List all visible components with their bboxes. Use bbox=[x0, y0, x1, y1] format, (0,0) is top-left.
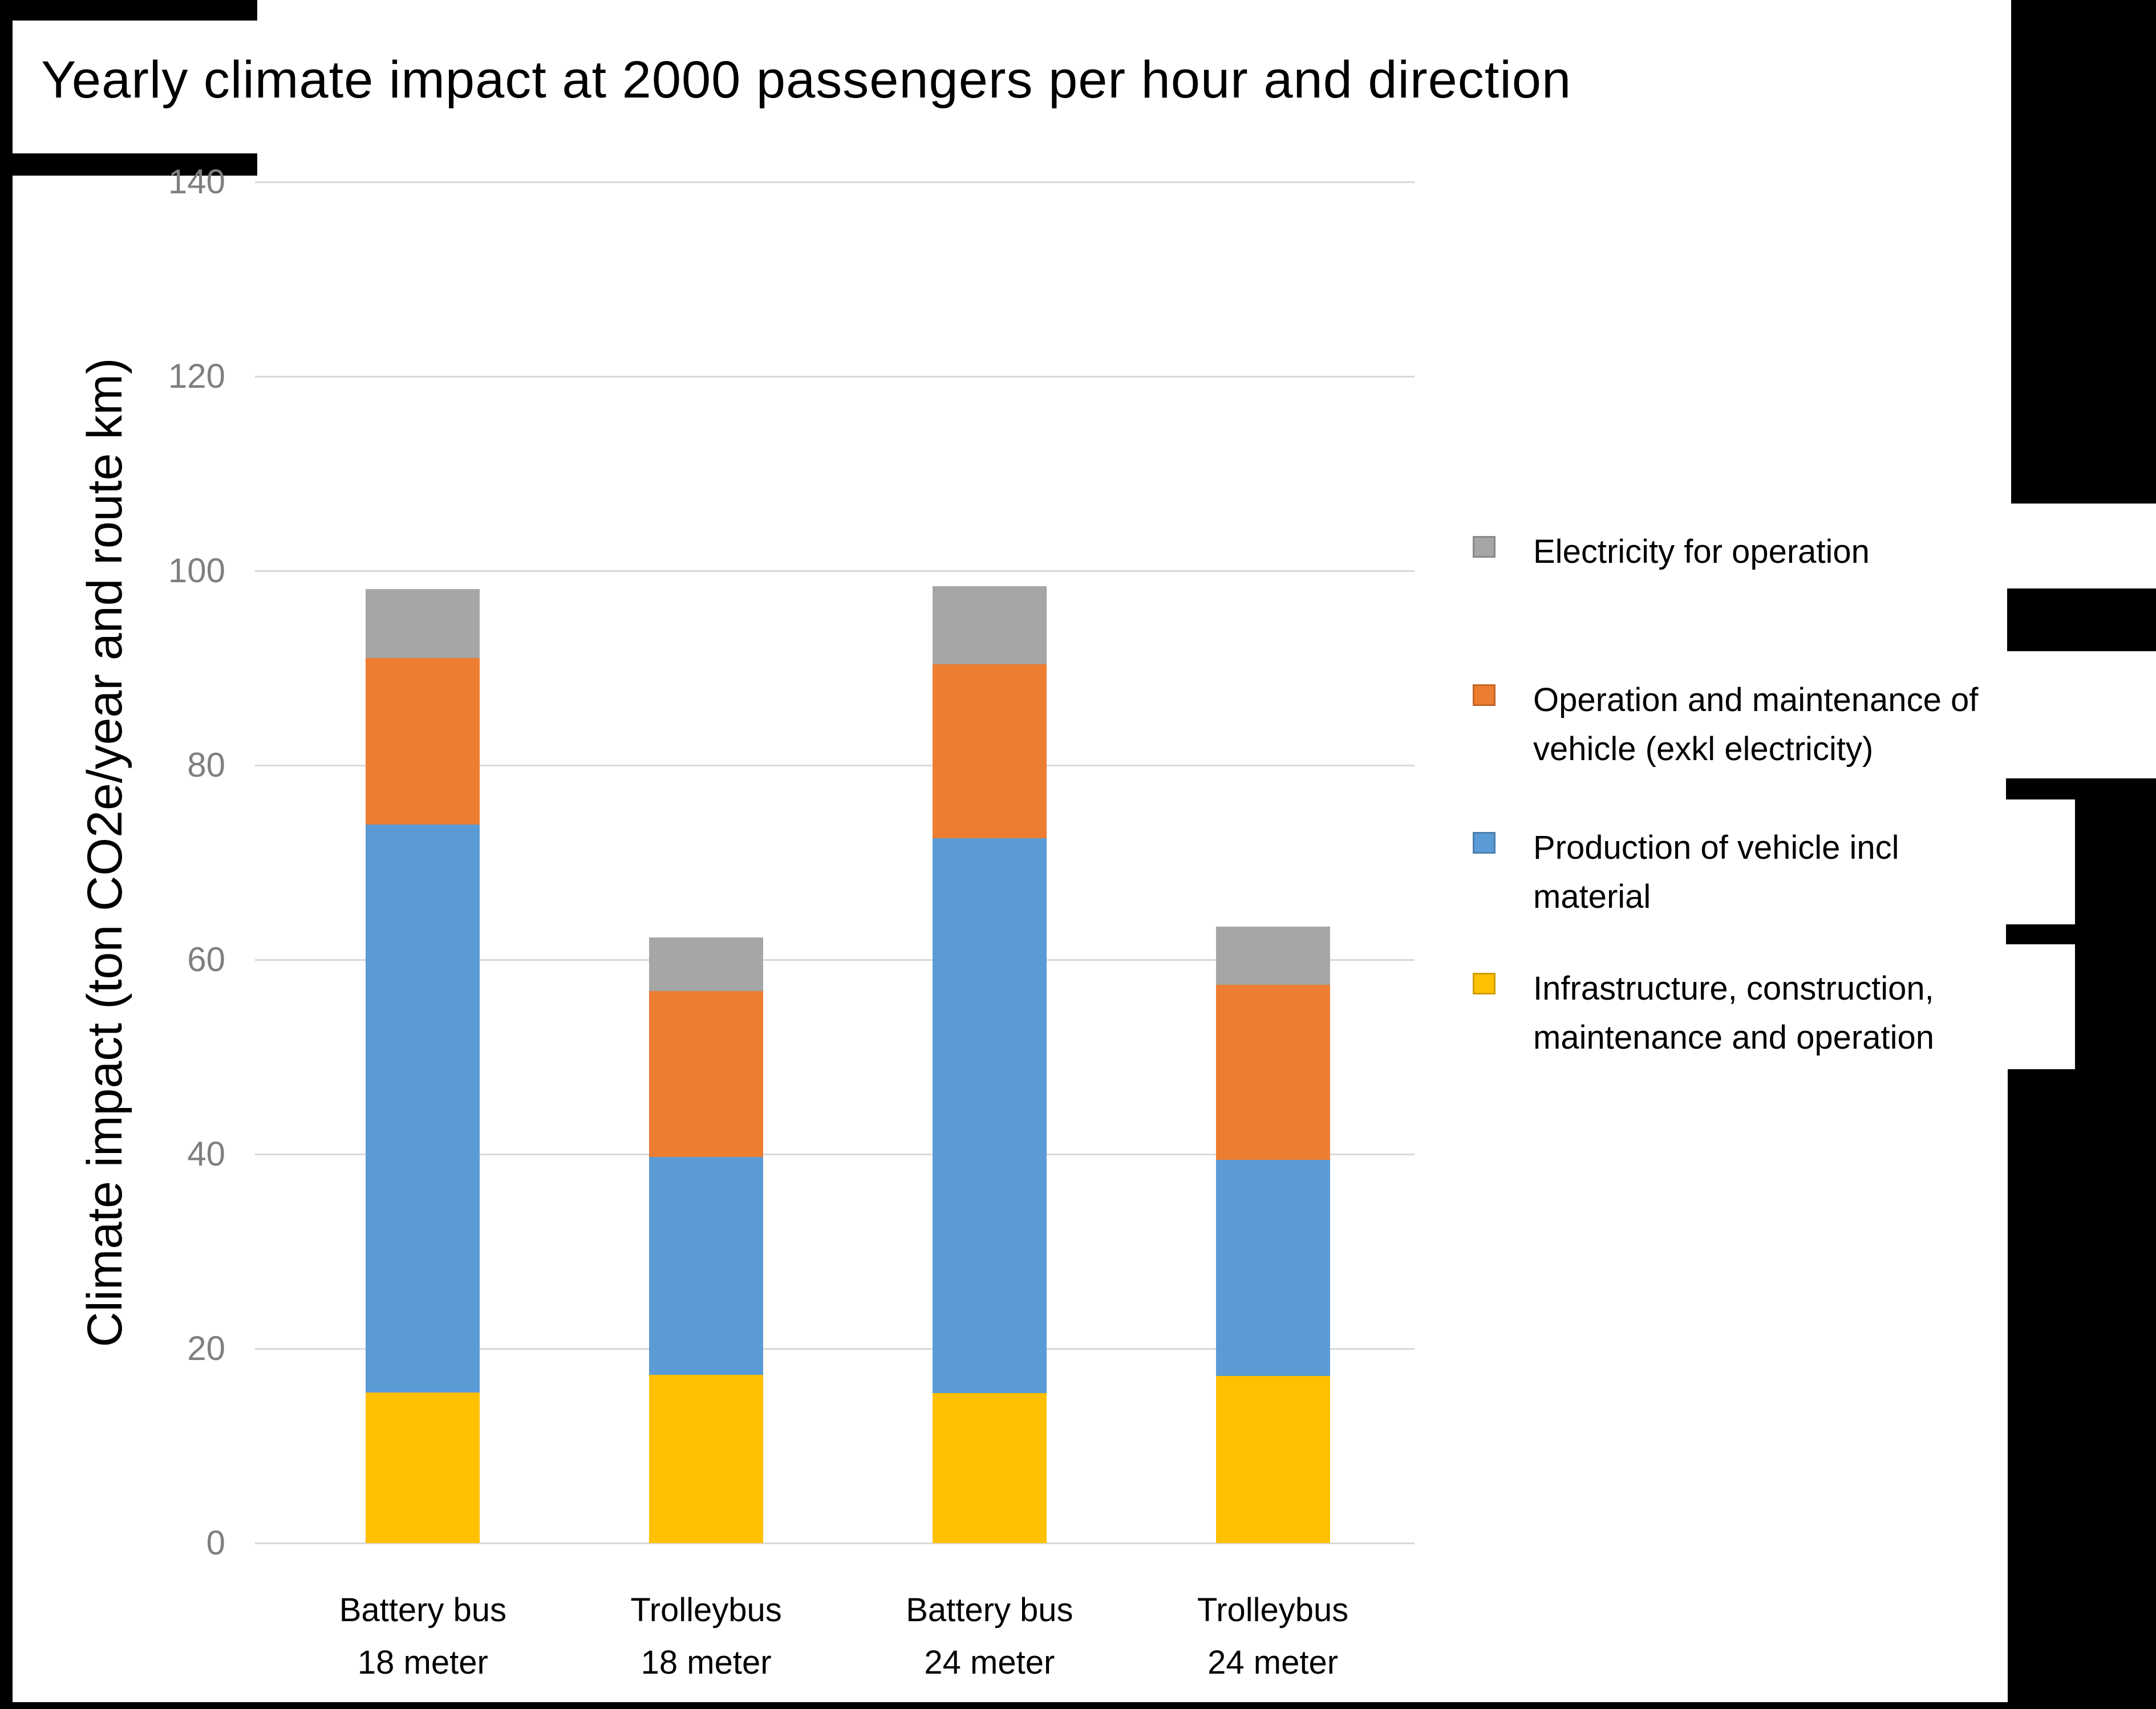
y-tick-label-100: 100 bbox=[168, 551, 225, 590]
category-label-battery-bus-24-meter: Battery bus 24 meter bbox=[830, 1584, 1149, 1689]
bar-segment-operation-and-maintenance-of-vehicle-exkl-electricity bbox=[366, 658, 480, 825]
bar-segment-infrastructure-construction-maintenance-and-operation bbox=[932, 1393, 1047, 1543]
legend-label-line: Electricity for operation bbox=[1533, 533, 1870, 570]
y-tick-label-80: 80 bbox=[187, 746, 225, 784]
category-label-battery-bus-18-meter: Battery bus 18 meter bbox=[263, 1584, 582, 1689]
category-label-line: Battery bus bbox=[906, 1592, 1073, 1629]
black-frame-left-strip bbox=[0, 21, 13, 1702]
bar-segment-electricity-for-operation bbox=[366, 589, 480, 659]
legend-label-line: maintenance and operation bbox=[1533, 1019, 1934, 1056]
bar-segment-infrastructure-construction-maintenance-and-operation bbox=[366, 1392, 480, 1543]
bar-trolleybus-18-meter bbox=[649, 0, 764, 1543]
legend-color-swatch-operation-and-maintenance-of bbox=[1473, 684, 1496, 706]
category-label-trolleybus-18-meter: Trolleybus 18 meter bbox=[546, 1584, 866, 1689]
category-label-line: Trolleybus bbox=[630, 1592, 782, 1629]
black-frame-right-top-rect bbox=[2011, 0, 2156, 504]
gridline-120 bbox=[255, 376, 1415, 377]
bar-segment-infrastructure-construction-maintenance-and-operation bbox=[649, 1375, 764, 1543]
legend-label-line: Infrastructure, construction, bbox=[1533, 970, 1934, 1007]
bar-segment-production-of-vehicle-incl-material bbox=[649, 1157, 764, 1375]
gridline-20 bbox=[255, 1348, 1415, 1350]
legend-color-swatch-infrastructure-construction bbox=[1473, 973, 1496, 994]
bar-segment-production-of-vehicle-incl-material bbox=[1215, 1160, 1330, 1376]
gridline-40 bbox=[255, 1154, 1415, 1155]
black-frame-right-band-1 bbox=[2007, 588, 2156, 651]
legend-label-line: vehicle (exkl electricity) bbox=[1533, 730, 1874, 768]
bar-trolleybus-24-meter bbox=[1215, 0, 1330, 1543]
legend-label-line: Production of vehicle incl bbox=[1533, 829, 1899, 866]
gridline-140 bbox=[255, 181, 1415, 183]
category-label-line: 24 meter bbox=[1207, 1644, 1339, 1681]
category-label-line: 24 meter bbox=[924, 1644, 1055, 1681]
legend-color-swatch-electricity-for-operation bbox=[1473, 536, 1496, 558]
black-frame-right-band-3 bbox=[2006, 924, 2156, 944]
y-tick-label-140: 140 bbox=[168, 163, 225, 201]
legend-item-label-operation-and-maintenance-of: Operation and maintenance of vehicle (exk… bbox=[1533, 676, 1978, 774]
bar-segment-operation-and-maintenance-of-vehicle-exkl-electricity bbox=[1215, 985, 1330, 1160]
gridline-80 bbox=[255, 765, 1415, 766]
category-label-line: Trolleybus bbox=[1197, 1592, 1349, 1629]
bar-segment-production-of-vehicle-incl-material bbox=[932, 838, 1047, 1394]
gridline-0 bbox=[255, 1542, 1415, 1544]
legend-color-swatch-production-of-vehicle-incl bbox=[1473, 832, 1496, 854]
black-frame-bottom-strip bbox=[0, 1702, 2156, 1709]
bar-segment-electricity-for-operation bbox=[649, 937, 764, 991]
legend-label-line: Operation and maintenance of bbox=[1533, 681, 1979, 718]
y-tick-label-20: 20 bbox=[187, 1329, 225, 1367]
bar-battery-bus-18-meter bbox=[366, 0, 480, 1543]
black-frame-right-column-2 bbox=[2075, 944, 2156, 1069]
chart-title: Yearly climate impact at 2000 passengers… bbox=[41, 51, 1572, 109]
y-tick-label-40: 40 bbox=[187, 1135, 225, 1173]
bar-segment-infrastructure-construction-maintenance-and-operation bbox=[1215, 1375, 1330, 1543]
y-tick-label-120: 120 bbox=[168, 357, 225, 395]
category-label-line: 18 meter bbox=[641, 1644, 772, 1681]
y-axis-title: Climate impact (ton CO2e/year and route … bbox=[78, 358, 132, 1347]
black-frame-under-title-bar bbox=[13, 153, 257, 176]
gridline-60 bbox=[255, 959, 1415, 961]
black-frame-right-bottom-rect bbox=[2008, 1069, 2156, 1702]
bar-segment-electricity-for-operation bbox=[932, 586, 1047, 664]
legend-item-label-infrastructure-construction: Infrastructure, construction, maintenance… bbox=[1533, 964, 1934, 1062]
bar-segment-production-of-vehicle-incl-material bbox=[366, 825, 480, 1393]
bar-battery-bus-24-meter bbox=[932, 0, 1047, 1543]
black-frame-top-left-bar bbox=[0, 0, 257, 21]
legend-label-line: material bbox=[1533, 878, 1651, 915]
y-tick-label-60: 60 bbox=[187, 940, 225, 979]
gridline-100 bbox=[255, 570, 1415, 572]
category-label-line: 18 meter bbox=[357, 1644, 488, 1681]
legend-item-label-electricity-for-operation: Electricity for operation bbox=[1533, 527, 1870, 577]
bar-segment-operation-and-maintenance-of-vehicle-exkl-electricity bbox=[932, 664, 1047, 838]
y-tick-label-0: 0 bbox=[206, 1524, 225, 1562]
legend-item-label-production-of-vehicle-incl: Production of vehicle incl material bbox=[1533, 823, 1899, 922]
category-label-trolleybus-24-meter: Trolleybus 24 meter bbox=[1113, 1584, 1433, 1689]
bar-segment-operation-and-maintenance-of-vehicle-exkl-electricity bbox=[649, 991, 764, 1158]
black-frame-right-band-2 bbox=[2006, 778, 2156, 799]
black-frame-right-column-1 bbox=[2075, 799, 2156, 924]
category-label-line: Battery bus bbox=[339, 1592, 507, 1629]
bar-segment-electricity-for-operation bbox=[1215, 927, 1330, 985]
